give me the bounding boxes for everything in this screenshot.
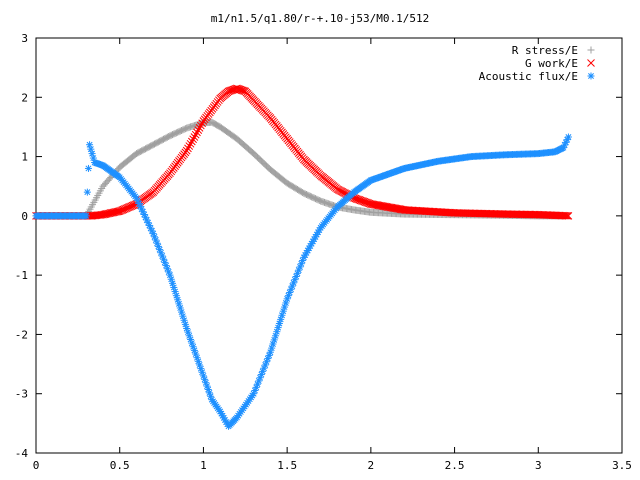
series-layer [32,84,573,430]
y-tick-label: -4 [15,447,29,460]
axes: 0 0.5 1 1.5 2 2.5 3 3.5 -4 -3 -2 -1 0 1 2 3 [15,32,632,472]
data-point [88,150,96,158]
legend-label: R stress/E [512,44,578,57]
legend-label: G work/E [525,57,578,70]
data-point [191,130,200,139]
data-point [187,137,196,146]
data-point [82,212,90,220]
legend-marker [587,72,595,80]
data-point [122,204,131,213]
chart-title: m1/n1.5/q1.80/r-+.10-j53/M0.1/512 [211,12,430,25]
x-tick-label: 0 [33,459,40,472]
data-point [185,142,194,150]
y-tick-label: 0 [21,210,28,223]
series-0 [32,118,567,220]
data-point [117,206,125,215]
data-point [128,201,137,210]
x-tick-label: 1 [200,459,207,472]
data-point [198,368,206,376]
data-point [194,126,203,134]
data-point [149,230,157,238]
x-tick-label: 1.5 [277,459,297,472]
data-point [195,123,204,132]
data-point [563,211,571,220]
plot-frame [35,37,623,454]
legend-marker [587,46,595,54]
data-point [203,382,211,390]
data-point [126,202,134,211]
y-tick-label: 1 [21,151,28,164]
data-point [189,135,197,144]
data-point [190,133,199,141]
data-point [564,212,573,220]
data-point [564,133,572,141]
data-point [308,240,316,248]
x-tick-label: 2.5 [445,459,465,472]
y-tick-label: -2 [15,328,28,341]
data-point [196,121,205,130]
data-point [83,188,91,196]
x-tick-label: 2 [368,459,375,472]
data-point [182,146,191,155]
data-point [193,128,201,137]
data-point [119,205,128,214]
y-tick-label: 2 [21,91,28,104]
data-point [84,164,92,172]
data-point [115,207,124,215]
y-tick-label: -1 [15,269,28,282]
y-tick-label: -3 [15,388,28,401]
data-point [217,410,225,418]
data-point [261,361,269,369]
x-tick-label: 3.5 [612,459,632,472]
data-point [204,385,212,393]
data-point [127,202,136,211]
data-point [199,372,207,380]
data-point [124,203,133,212]
data-point [134,197,142,205]
data-point [205,389,213,397]
data-point [186,139,195,148]
legend-label: Acoustic flux/E [479,70,578,83]
data-point [202,379,210,387]
data-point [121,205,129,213]
data-point [184,144,192,153]
data-point [239,86,247,95]
x-tick-label: 3 [535,459,542,472]
legend-marker [587,59,595,67]
series-2 [32,133,572,430]
data-point [86,141,94,149]
data-point [118,206,127,214]
data-point [561,211,570,220]
x-tick-label: 0.5 [110,459,130,472]
y-tick-label: 3 [21,32,28,45]
data-point [300,253,308,261]
data-point [198,119,206,128]
data-point [201,375,209,383]
data-point [123,203,132,212]
data-point [87,145,95,153]
